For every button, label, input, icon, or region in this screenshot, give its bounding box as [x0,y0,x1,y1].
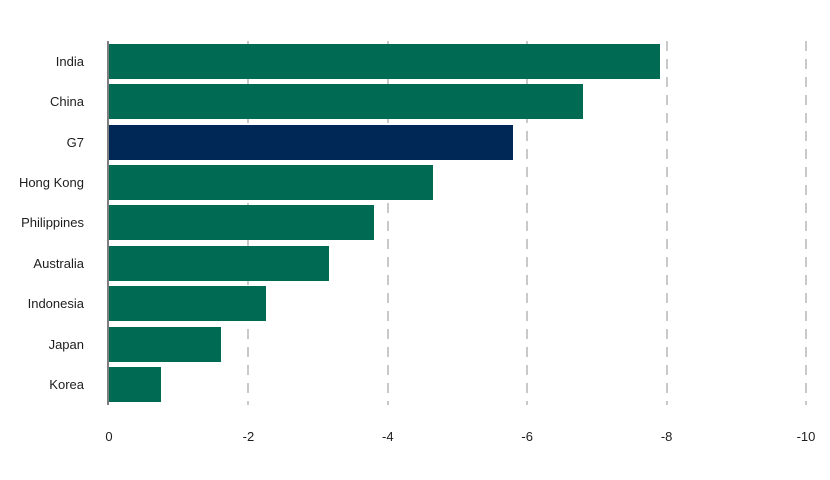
category-label: India [55,53,84,69]
bar-row [109,284,806,324]
category-label: China [50,94,84,110]
x-tick-label: 0 [105,429,113,444]
plot-area [107,41,807,405]
x-tick-label: -4 [382,429,394,444]
gridline [386,41,389,405]
bar-row [109,365,806,405]
bar-indonesia [109,286,266,322]
bar-row [109,122,806,162]
bar-australia [109,245,329,281]
bar-row [109,81,806,121]
bar-hong-kong [109,165,434,201]
category-label: Korea [49,377,84,393]
bar-japan [109,326,221,362]
category-label: G7 [66,134,84,150]
gridline [526,41,529,405]
x-tick-label: -10 [796,429,816,444]
bar-row [109,243,806,283]
bar-korea [109,367,162,403]
gridline [805,41,807,405]
category-axis: India China G7 Hong Kong Philippines Australi… [0,41,84,405]
bar-row [109,203,806,243]
bar-g7 [109,124,514,160]
category-label: Indonesia [27,296,84,312]
x-tick-label: -8 [660,429,673,444]
bar-series [109,41,806,405]
category-label: Hong Kong [18,175,84,191]
bar-row [109,324,806,364]
value-axis: 0 -2 -4 -6 -8 -10 [105,429,815,449]
x-tick-label: -6 [521,429,533,444]
x-tick-label: -2 [242,429,255,444]
bar-row [109,41,806,81]
bar-philippines [109,205,374,241]
category-label: Australia [33,255,84,271]
category-label: Philippines [21,215,84,231]
gridline [665,41,668,405]
category-label: Japan [48,336,84,352]
bar-india [109,43,660,79]
bar-china [109,84,583,120]
bar-row [109,162,806,202]
